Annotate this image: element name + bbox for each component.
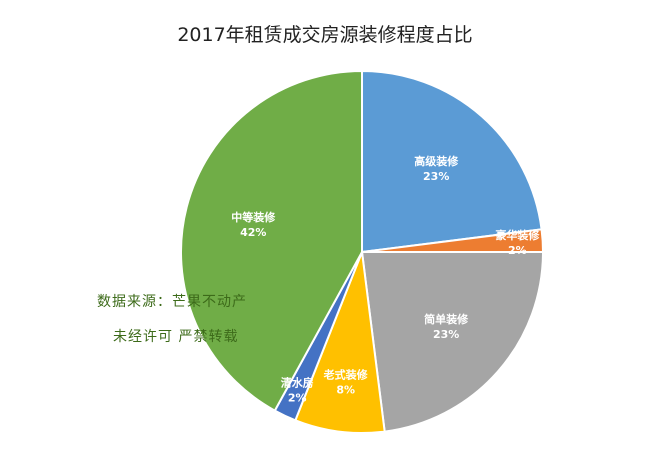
pie-slices xyxy=(180,69,545,434)
watermark-source: 数据来源：芒果不动产 xyxy=(97,294,247,310)
slice-value-3: 23% xyxy=(433,328,459,341)
slice-label-2: 豪华装修 xyxy=(495,228,540,242)
slice-label-6: 中等装修 xyxy=(231,210,276,224)
slice-value-5: 2% xyxy=(288,392,307,405)
slice-label-3: 简单装修 xyxy=(424,312,469,326)
slice-value-4: 8% xyxy=(336,383,355,396)
slice-label-1: 高级装修 xyxy=(414,154,459,168)
slice-label-5: 清水房 xyxy=(281,376,314,390)
pie-slice-6 xyxy=(180,69,363,412)
pie-labels: 高级装修 23% 豪华装修 2% 简单装修 23% 老式装修 8% 清水房 2% 中等装修 42% xyxy=(231,154,540,405)
pie-slice-4 xyxy=(294,251,386,434)
slice-value-2: 2% xyxy=(508,244,527,257)
chart-title: 2017年租赁成交房源装修程度占比 xyxy=(177,24,473,46)
pie-slice-3 xyxy=(360,251,545,433)
pie-slice-1 xyxy=(361,69,543,254)
slice-value-1: 23% xyxy=(423,170,449,183)
slice-value-6: 42% xyxy=(240,226,266,239)
slice-label-4: 老式装修 xyxy=(323,367,369,381)
watermark-copyright: 未经许可 严禁转载 xyxy=(113,329,239,345)
